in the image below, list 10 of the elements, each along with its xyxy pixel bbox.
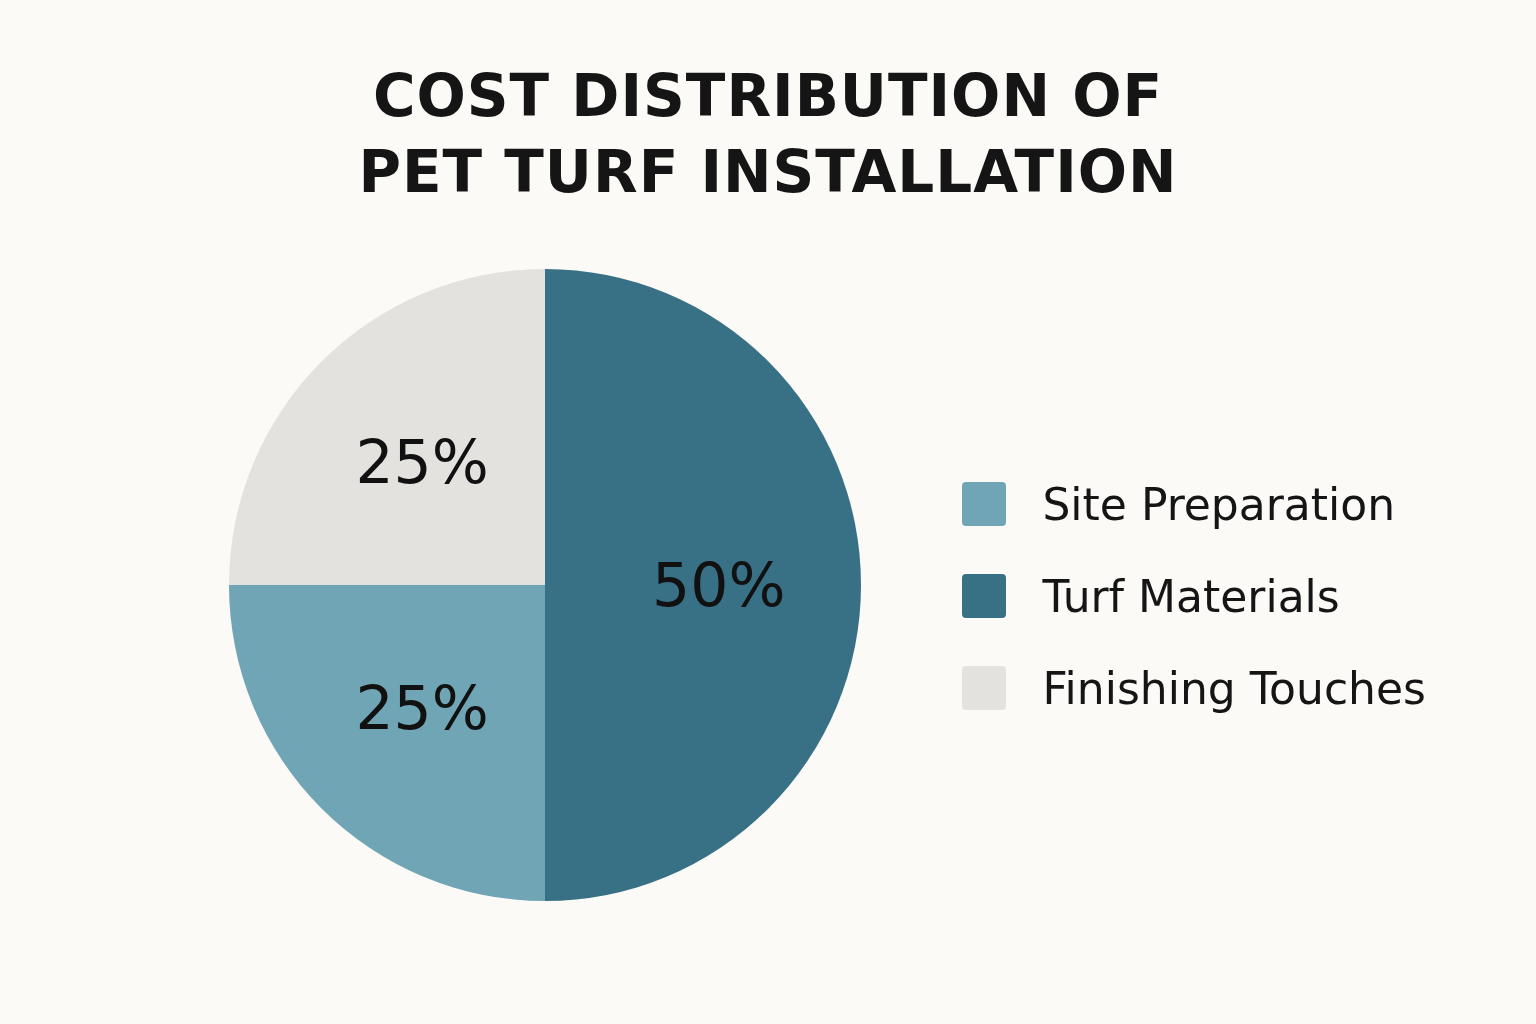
- legend-label: Site Preparation: [1042, 478, 1396, 530]
- data-label: 25%: [355, 672, 489, 743]
- chart-title: COST DISTRIBUTION OF PET TURF INSTALLATION: [357, 61, 1179, 208]
- pie-slice: [229, 269, 545, 585]
- legend-label: Finishing Touches: [1042, 662, 1426, 714]
- legend-label: Turf Materials: [1042, 570, 1340, 622]
- pie-slice: [545, 269, 861, 901]
- pie-slice: [229, 585, 545, 901]
- data-label: 25%: [355, 427, 489, 498]
- data-label: 50%: [652, 550, 786, 620]
